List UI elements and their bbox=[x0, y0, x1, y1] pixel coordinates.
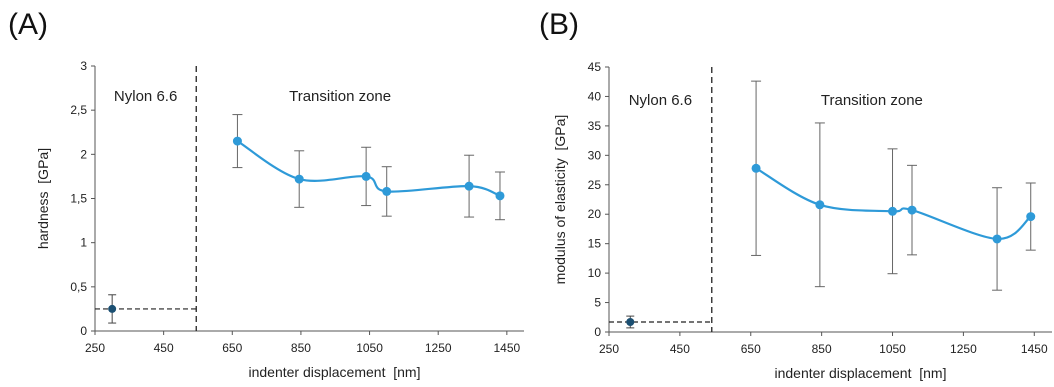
y-tick-label: 1 bbox=[80, 236, 87, 250]
hardness-chart: 0 0,5 1 1,5 2 2,5 3 250 450 650 850 1050 1250 1450 ind… bbox=[35, 59, 524, 380]
y-tick-label: 15 bbox=[588, 237, 602, 251]
x-tick-label: 650 bbox=[222, 341, 242, 355]
nylon-data-point bbox=[108, 304, 117, 313]
trend-line bbox=[236, 140, 501, 197]
y-tick-label: 25 bbox=[588, 178, 602, 192]
x-tick-label: 1450 bbox=[1021, 342, 1048, 356]
data-point bbox=[294, 174, 304, 184]
data-point bbox=[751, 163, 761, 173]
y-axis-label: hardness [GPa] bbox=[35, 148, 51, 249]
x-tick-label: 1050 bbox=[356, 341, 383, 355]
data-point bbox=[815, 200, 825, 210]
x-tick-label: 1250 bbox=[425, 341, 452, 355]
modulus-chart: 0 5 10 15 20 25 30 35 40 45 250 450 650 850 1050 1250 14… bbox=[552, 60, 1052, 381]
y-tick-label: 0,5 bbox=[70, 280, 87, 294]
panel-label-b: (B) bbox=[539, 8, 579, 41]
nylon-data-point bbox=[626, 317, 635, 326]
y-tick-label: 2 bbox=[80, 147, 87, 161]
x-tick-label: 450 bbox=[670, 342, 690, 356]
x-tick-label: 1450 bbox=[493, 341, 520, 355]
region-label-transition: Transition zone bbox=[289, 88, 391, 105]
y-tick-label: 1,5 bbox=[70, 192, 87, 206]
x-tick-label: 850 bbox=[812, 342, 832, 356]
x-tick-label: 650 bbox=[741, 342, 761, 356]
y-tick-label: 0 bbox=[594, 325, 601, 339]
region-label-nylon: Nylon 6.6 bbox=[629, 92, 692, 109]
y-tick-label: 10 bbox=[588, 266, 602, 280]
y-tick-label: 30 bbox=[588, 148, 602, 162]
data-point bbox=[907, 205, 917, 215]
x-tick-label: 250 bbox=[599, 342, 619, 356]
y-tick-label: 45 bbox=[588, 60, 602, 74]
panel-label-a: (A) bbox=[8, 8, 48, 41]
data-point bbox=[992, 234, 1002, 244]
chart-panel-a: (A) 0 0,5 1 1,5 2 2,5 3 250 450 650 850 1050 1250 145… bbox=[8, 8, 524, 380]
data-point bbox=[888, 206, 898, 216]
data-point bbox=[495, 191, 505, 201]
data-point bbox=[232, 136, 242, 146]
y-tick-label: 3 bbox=[80, 59, 87, 73]
y-axis-label: modulus of elasticity [GPa] bbox=[552, 115, 568, 285]
x-tick-label: 250 bbox=[85, 341, 105, 355]
y-tick-label: 20 bbox=[588, 207, 602, 221]
trend-line bbox=[755, 167, 1032, 241]
region-label-transition: Transition zone bbox=[821, 92, 923, 109]
y-tick-label: 5 bbox=[594, 296, 601, 310]
y-tick-label: 0 bbox=[80, 324, 87, 338]
x-tick-label: 850 bbox=[291, 341, 311, 355]
y-tick-label: 40 bbox=[588, 89, 602, 103]
data-point bbox=[382, 186, 392, 196]
data-point bbox=[361, 171, 371, 181]
x-axis-label: indenter displacement [nm] bbox=[249, 364, 421, 380]
chart-panel-b: (B) 0 5 10 15 20 25 30 35 40 45 250 450 650 850 1050 12… bbox=[527, 0, 1054, 387]
x-axis-label: indenter displacement [nm] bbox=[775, 365, 947, 381]
data-point bbox=[464, 181, 474, 191]
x-tick-label: 1250 bbox=[950, 342, 977, 356]
x-tick-label: 450 bbox=[154, 341, 174, 355]
region-label-nylon: Nylon 6.6 bbox=[114, 88, 177, 105]
y-tick-label: 35 bbox=[588, 119, 602, 133]
data-point bbox=[1026, 212, 1036, 222]
y-tick-label: 2,5 bbox=[70, 103, 87, 117]
x-tick-label: 1050 bbox=[879, 342, 906, 356]
